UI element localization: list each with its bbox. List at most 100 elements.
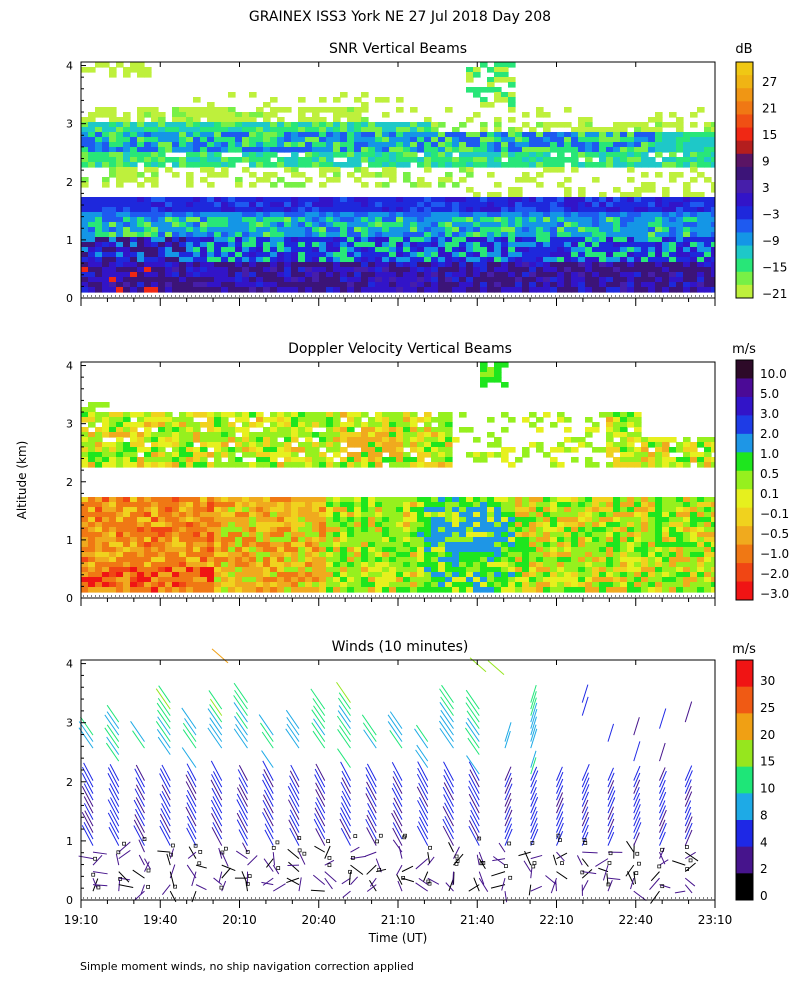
doppler-cell bbox=[389, 462, 397, 468]
snr-cell bbox=[347, 162, 355, 168]
doppler-cell bbox=[487, 572, 495, 578]
snr-cell bbox=[305, 162, 313, 168]
doppler-cell bbox=[508, 502, 516, 508]
doppler-cell bbox=[179, 552, 187, 558]
snr-cell bbox=[690, 192, 698, 198]
doppler-cell bbox=[445, 542, 453, 548]
snr-cell bbox=[578, 287, 586, 293]
doppler-cell bbox=[494, 442, 502, 448]
doppler-cell bbox=[354, 587, 362, 593]
snr-cell bbox=[95, 127, 103, 133]
doppler-cell bbox=[151, 522, 159, 528]
snr-cell bbox=[158, 282, 166, 288]
doppler-cell bbox=[431, 532, 439, 538]
snr-cell bbox=[389, 177, 397, 183]
doppler-cell bbox=[81, 432, 89, 438]
doppler-cell bbox=[123, 572, 131, 578]
snr-cell bbox=[389, 132, 397, 138]
snr-cell bbox=[424, 122, 432, 128]
doppler-cell bbox=[277, 572, 285, 578]
snr-cell bbox=[452, 217, 460, 223]
snr-cell bbox=[543, 197, 551, 203]
snr-cell bbox=[445, 222, 453, 228]
doppler-cell bbox=[172, 577, 180, 583]
snr-cell bbox=[144, 267, 152, 273]
snr-cell bbox=[193, 272, 201, 278]
snr-cell bbox=[137, 257, 145, 263]
doppler-cell bbox=[410, 432, 418, 438]
doppler-cell bbox=[543, 572, 551, 578]
doppler-cell bbox=[137, 572, 145, 578]
snr-cell bbox=[249, 92, 257, 98]
doppler-cell bbox=[382, 532, 390, 538]
snr-cell bbox=[711, 227, 715, 233]
snr-cell bbox=[88, 117, 96, 123]
doppler-cell bbox=[179, 437, 187, 443]
snr-cell bbox=[172, 267, 180, 273]
snr-cell bbox=[648, 197, 656, 203]
snr-cell bbox=[473, 282, 481, 288]
snr-cell bbox=[319, 247, 327, 253]
doppler-cell bbox=[368, 417, 376, 423]
doppler-cell bbox=[263, 552, 271, 558]
snr-cell bbox=[242, 222, 250, 228]
doppler-cell bbox=[550, 457, 558, 463]
snr-cell bbox=[466, 237, 474, 243]
doppler-cell bbox=[200, 412, 208, 418]
doppler-cell bbox=[144, 537, 152, 543]
snr-cell bbox=[536, 267, 544, 273]
snr-cell bbox=[571, 207, 579, 213]
doppler-cell bbox=[165, 522, 173, 528]
snr-cell bbox=[396, 202, 404, 208]
snr-cell bbox=[326, 287, 334, 293]
snr-cell bbox=[606, 252, 614, 258]
snr-cell bbox=[368, 237, 376, 243]
doppler-cell bbox=[186, 502, 194, 508]
doppler-cell bbox=[284, 537, 292, 543]
snr-cell bbox=[200, 112, 208, 118]
doppler-cell bbox=[578, 562, 586, 568]
snr-cell bbox=[501, 262, 509, 268]
snr-cell bbox=[186, 277, 194, 283]
doppler-cell bbox=[613, 497, 621, 503]
snr-cell bbox=[501, 207, 509, 213]
doppler-cell bbox=[480, 577, 488, 583]
snr-cell bbox=[354, 132, 362, 138]
doppler-cell bbox=[291, 417, 299, 423]
snr-cell bbox=[186, 137, 194, 143]
snr-cell bbox=[284, 182, 292, 188]
doppler-cell bbox=[165, 547, 173, 553]
snr-cell bbox=[508, 82, 516, 88]
snr-cell bbox=[256, 247, 264, 253]
snr-cell bbox=[592, 152, 600, 158]
doppler-cell bbox=[375, 517, 383, 523]
doppler-cell bbox=[130, 432, 138, 438]
doppler-cell bbox=[228, 532, 236, 538]
snr-cell bbox=[711, 142, 715, 148]
snr-cell bbox=[529, 197, 537, 203]
snr-cell bbox=[137, 237, 145, 243]
doppler-cell bbox=[179, 517, 187, 523]
snr-cell bbox=[123, 137, 131, 143]
snr-cell bbox=[641, 272, 649, 278]
doppler-cell bbox=[585, 582, 593, 588]
doppler-cell bbox=[137, 447, 145, 453]
doppler-cell bbox=[186, 562, 194, 568]
snr-cell bbox=[599, 247, 607, 253]
snr-cell bbox=[522, 282, 530, 288]
doppler-cell bbox=[347, 562, 355, 568]
snr-cell bbox=[312, 197, 320, 203]
snr-cell bbox=[599, 137, 607, 143]
snr-cell bbox=[683, 202, 691, 208]
doppler-cell bbox=[221, 557, 229, 563]
snr-cell bbox=[424, 132, 432, 138]
snr-cell bbox=[690, 142, 698, 148]
doppler-cell bbox=[144, 542, 152, 548]
doppler-cell bbox=[550, 552, 558, 558]
snr-cell bbox=[235, 212, 243, 218]
doppler-cell bbox=[214, 437, 222, 443]
snr-cell bbox=[375, 207, 383, 213]
doppler-cell bbox=[382, 562, 390, 568]
snr-cell bbox=[508, 147, 516, 153]
doppler-cell bbox=[361, 567, 369, 573]
